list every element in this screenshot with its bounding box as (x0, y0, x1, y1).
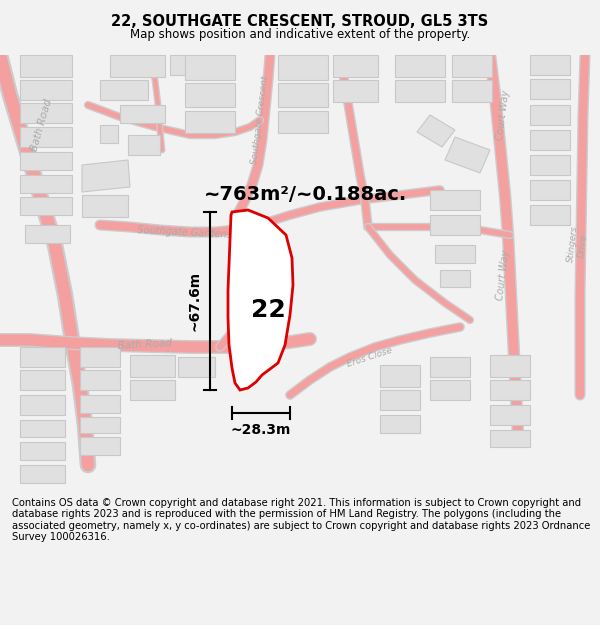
Text: Court Way: Court Way (495, 249, 511, 301)
Polygon shape (185, 83, 235, 107)
Polygon shape (20, 127, 72, 147)
Polygon shape (130, 380, 175, 400)
Polygon shape (278, 55, 328, 80)
Polygon shape (185, 55, 235, 80)
Polygon shape (170, 55, 220, 75)
Polygon shape (20, 347, 65, 367)
Polygon shape (278, 83, 328, 107)
Polygon shape (80, 417, 120, 433)
Polygon shape (20, 197, 72, 215)
Polygon shape (490, 430, 530, 447)
Polygon shape (20, 152, 72, 170)
Polygon shape (530, 105, 570, 125)
Polygon shape (20, 55, 72, 77)
Polygon shape (435, 245, 475, 263)
Text: 22, SOUTHGATE CRESCENT, STROUD, GL5 3TS: 22, SOUTHGATE CRESCENT, STROUD, GL5 3TS (112, 14, 488, 29)
Polygon shape (20, 420, 65, 437)
Polygon shape (20, 442, 65, 460)
Polygon shape (278, 111, 328, 133)
Polygon shape (20, 103, 72, 123)
Text: Bath Road: Bath Road (118, 339, 172, 351)
Polygon shape (100, 80, 148, 100)
Polygon shape (20, 80, 72, 100)
Polygon shape (430, 215, 480, 235)
Text: ~28.3m: ~28.3m (231, 423, 291, 437)
Polygon shape (110, 55, 165, 77)
Text: Bath Road: Bath Road (30, 98, 54, 152)
Polygon shape (452, 80, 492, 102)
Text: ~67.6m: ~67.6m (188, 271, 202, 331)
Text: Eros Close: Eros Close (346, 346, 394, 369)
Polygon shape (185, 111, 235, 133)
Text: ~763m²/~0.188ac.: ~763m²/~0.188ac. (203, 186, 407, 204)
Polygon shape (395, 55, 445, 77)
Polygon shape (100, 125, 118, 143)
Polygon shape (490, 405, 530, 425)
Polygon shape (20, 175, 72, 193)
Polygon shape (228, 210, 293, 390)
Polygon shape (395, 80, 445, 102)
Polygon shape (380, 365, 420, 387)
Polygon shape (530, 55, 570, 75)
Text: Court Way: Court Way (495, 89, 511, 141)
Polygon shape (530, 180, 570, 200)
Text: 22: 22 (251, 298, 286, 322)
Polygon shape (530, 130, 570, 150)
Polygon shape (490, 355, 530, 377)
Polygon shape (452, 55, 492, 77)
Polygon shape (82, 160, 130, 192)
Polygon shape (80, 395, 120, 413)
Polygon shape (80, 347, 120, 367)
Polygon shape (380, 390, 420, 410)
Polygon shape (430, 190, 480, 210)
Polygon shape (128, 135, 160, 155)
Polygon shape (530, 155, 570, 175)
Polygon shape (430, 357, 470, 377)
Text: Southgate Gardens: Southgate Gardens (137, 224, 233, 239)
Text: Contains OS data © Crown copyright and database right 2021. This information is : Contains OS data © Crown copyright and d… (12, 498, 590, 542)
Polygon shape (530, 79, 570, 99)
Polygon shape (178, 357, 215, 377)
Text: Map shows position and indicative extent of the property.: Map shows position and indicative extent… (130, 28, 470, 41)
Polygon shape (20, 395, 65, 415)
Polygon shape (120, 105, 165, 123)
Polygon shape (440, 270, 470, 287)
Polygon shape (82, 195, 128, 217)
Text: Southgate Crescent: Southgate Crescent (250, 75, 270, 165)
Text: Stingers
Drive: Stingers Drive (566, 226, 590, 264)
Polygon shape (130, 355, 175, 377)
Polygon shape (380, 415, 420, 433)
Polygon shape (430, 380, 470, 400)
Polygon shape (417, 115, 455, 147)
Polygon shape (333, 80, 378, 102)
Polygon shape (80, 437, 120, 455)
Polygon shape (445, 137, 490, 173)
Polygon shape (333, 55, 378, 77)
Polygon shape (25, 225, 70, 243)
Polygon shape (20, 370, 65, 390)
Polygon shape (80, 370, 120, 390)
Polygon shape (20, 465, 65, 483)
Polygon shape (490, 380, 530, 400)
Polygon shape (530, 205, 570, 225)
